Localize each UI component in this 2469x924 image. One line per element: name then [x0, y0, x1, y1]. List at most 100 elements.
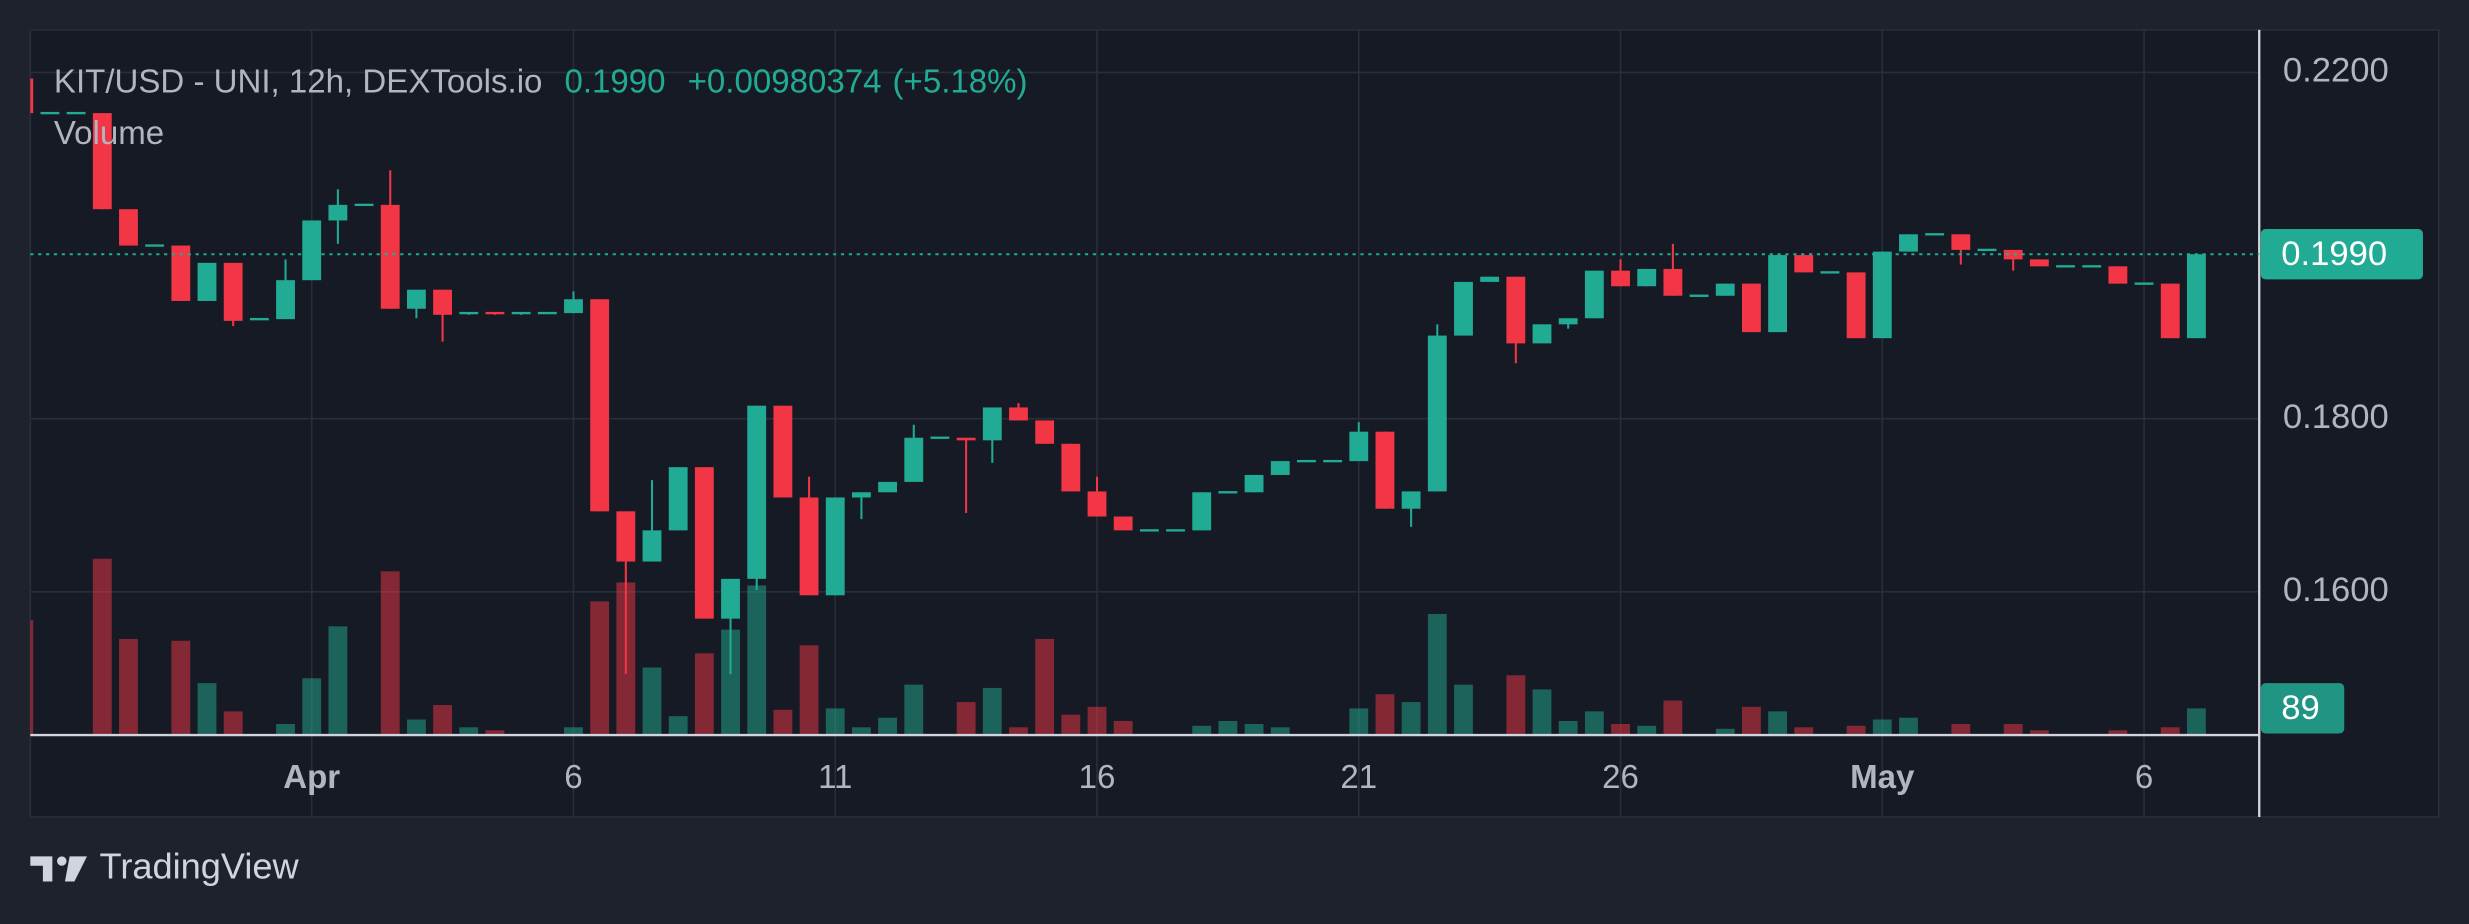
candle-body [2160, 283, 2180, 339]
candle-body [1427, 335, 1447, 492]
candle-body [328, 204, 348, 221]
candle-body [433, 289, 453, 315]
volume-bar [1768, 711, 1788, 736]
volume-bar [642, 667, 662, 736]
volume-bar [1637, 725, 1657, 736]
candle-body [2082, 265, 2102, 268]
candle-body [590, 299, 610, 512]
candle-body [1846, 272, 1866, 339]
candle-body [1192, 492, 1212, 531]
candle-body [354, 203, 374, 207]
candle-body [1061, 443, 1081, 492]
volume-bar [1454, 684, 1473, 736]
volume-bar [1009, 727, 1028, 736]
volume-bar [1663, 700, 1683, 736]
last-price-badge [2260, 229, 2423, 280]
volume-bar [223, 711, 243, 736]
volume-bar [1375, 694, 1395, 736]
candle-body [1820, 271, 1840, 274]
candle-body [2056, 265, 2075, 268]
symbol-title: KIT/USD - UNI, 12h, DEXTools.io [54, 63, 543, 100]
x-tick-label: May [1850, 759, 1915, 796]
volume-bar [851, 727, 871, 736]
volume-bar [1506, 675, 1526, 736]
candle-body [1689, 294, 1709, 297]
volume-bar [2160, 727, 2180, 736]
volume-bar [30, 620, 34, 736]
candle-body [1139, 529, 1159, 532]
candle-body [1715, 283, 1735, 296]
volume-bar [1611, 723, 1630, 736]
volume-bar [904, 684, 924, 736]
candle-body [249, 317, 269, 321]
candle-body [616, 511, 636, 562]
volume-bar [982, 687, 1002, 736]
volume-bar [2003, 723, 2023, 736]
candle-body [30, 78, 34, 114]
volume-bar [328, 626, 348, 736]
candle-body [1925, 233, 1945, 236]
volume-bar [773, 709, 793, 736]
candle-body [694, 467, 714, 619]
volume-bar [1872, 719, 1892, 736]
y-tick-label: 0.2200 [2283, 52, 2389, 90]
candle-body [511, 311, 531, 315]
volume-bar [92, 558, 112, 736]
candle-body [1768, 255, 1788, 333]
volume-legend: Volume [54, 115, 164, 152]
candle-body [1532, 324, 1552, 344]
candle-body [119, 209, 138, 246]
volume-bar [302, 678, 322, 736]
volume-bar [590, 601, 610, 736]
candle-body [1611, 270, 1630, 287]
price-change-pct: (+5.18%) [893, 63, 1028, 100]
x-tick-label: 6 [2135, 759, 2153, 796]
candle-body [1270, 461, 1290, 475]
volume-bar [1715, 728, 1735, 736]
candle-body [1375, 431, 1395, 509]
candle-body [2134, 282, 2154, 285]
candle-body [2003, 249, 2023, 260]
plot-frame [29, 29, 2440, 818]
candle-body [773, 405, 793, 498]
candle-body [982, 407, 1002, 441]
volume-bar [171, 640, 191, 736]
last-price: 0.1990 [564, 63, 665, 100]
candle-body [1977, 248, 1997, 252]
footer-brand: TradingView [100, 845, 300, 886]
volume-bar [1427, 614, 1447, 736]
candle-body [956, 437, 976, 441]
volume-layer [30, 558, 2206, 736]
volume-bar [1899, 717, 1918, 736]
x-tick-label: 26 [1602, 759, 1639, 796]
candle-body [2029, 259, 2049, 267]
candle-body [1009, 407, 1028, 421]
candle-body [459, 311, 479, 315]
candle-body [1584, 270, 1604, 319]
logo-dot [57, 856, 67, 866]
volume-bar [459, 727, 479, 736]
last-volume-badge [2260, 683, 2345, 734]
volume-bar [1951, 723, 1971, 736]
candle-body [668, 467, 688, 531]
volume-bar [276, 723, 295, 736]
candle-body [747, 405, 767, 579]
candle-body [485, 311, 505, 315]
candle-body [825, 497, 845, 596]
candle-body [1166, 529, 1185, 532]
candle-body [302, 220, 322, 281]
x-tick-label: 6 [564, 759, 582, 796]
candle-body [171, 245, 191, 301]
candle-body [1663, 268, 1683, 296]
volume-bar [799, 645, 819, 736]
volume-bar [1087, 706, 1107, 736]
candle-body [1480, 276, 1500, 282]
candle-body [851, 492, 871, 498]
candle-body [145, 244, 165, 247]
candle-body [1323, 459, 1343, 463]
candle-body [1113, 516, 1133, 531]
candle-body [406, 289, 426, 309]
volume-bar [1349, 708, 1369, 736]
candle-body [1951, 234, 1971, 250]
